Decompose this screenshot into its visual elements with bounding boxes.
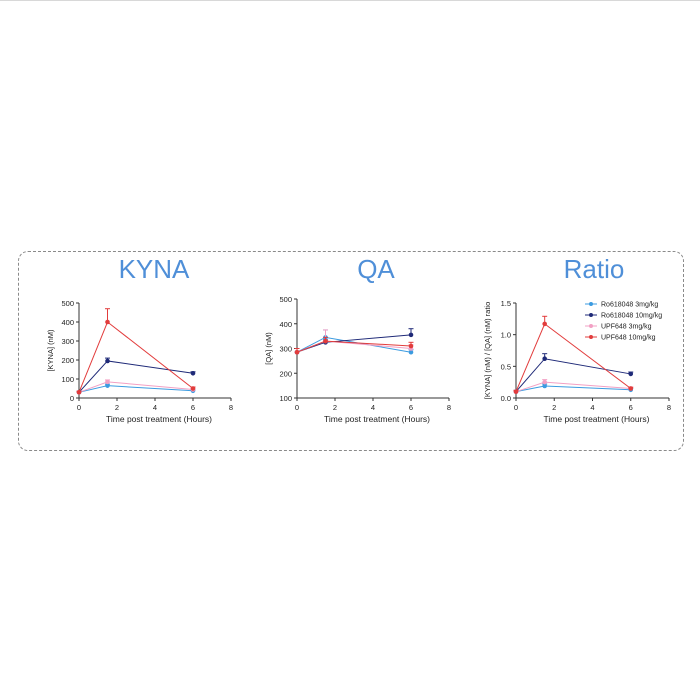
kyna-chart-title: KYNA bbox=[118, 254, 190, 284]
data-point bbox=[105, 379, 110, 385]
y-tick-label: 300 bbox=[279, 345, 292, 354]
legend-marker bbox=[589, 324, 593, 328]
legend-label: UPF648 3mg/kg bbox=[601, 324, 652, 331]
y-tick-label: 100 bbox=[61, 375, 74, 384]
legend-label: UPF648 10mg/kg bbox=[601, 335, 656, 342]
data-point bbox=[190, 371, 196, 376]
y-axis-label: [QA] (nM) bbox=[264, 332, 273, 365]
legend-label: Ro618048 10mg/kg bbox=[601, 313, 662, 320]
y-tick-label: 500 bbox=[61, 299, 74, 308]
y-tick-label: 0 bbox=[70, 394, 74, 403]
data-point bbox=[408, 343, 414, 349]
x-tick-label: 0 bbox=[77, 403, 81, 412]
ratio-chart-title: Ratio bbox=[563, 254, 625, 284]
y-tick-label: 1.0 bbox=[501, 331, 511, 340]
legend-marker bbox=[589, 335, 593, 339]
x-tick-label: 4 bbox=[590, 403, 594, 412]
data-point bbox=[542, 379, 547, 385]
data-point bbox=[76, 390, 82, 395]
x-tick-label: 4 bbox=[153, 403, 157, 412]
x-tick-label: 8 bbox=[229, 403, 233, 412]
x-tick-label: 8 bbox=[667, 403, 671, 412]
x-axis-label: Time post treatment (Hours) bbox=[324, 414, 430, 424]
y-axis-label: [KYNA] (nM) / [QA] (nM) ratio bbox=[483, 302, 492, 400]
data-point bbox=[408, 332, 414, 338]
data-point bbox=[190, 386, 196, 391]
y-tick-label: 400 bbox=[61, 318, 74, 327]
data-point bbox=[323, 338, 328, 344]
data-point bbox=[105, 319, 110, 325]
legend-marker bbox=[589, 313, 593, 317]
data-point bbox=[513, 389, 519, 394]
y-tick-label: 100 bbox=[279, 394, 292, 403]
legend-marker bbox=[589, 302, 593, 306]
y-tick-label: 0.5 bbox=[501, 362, 511, 371]
data-point bbox=[294, 349, 300, 355]
series-line bbox=[78, 321, 194, 393]
data-point bbox=[408, 349, 414, 355]
data-point bbox=[628, 371, 634, 377]
x-tick-label: 2 bbox=[552, 403, 556, 412]
y-axis-label: [KYNA] (nM) bbox=[46, 329, 55, 372]
top-divider bbox=[0, 0, 700, 1]
x-tick-label: 8 bbox=[447, 403, 451, 412]
data-point bbox=[542, 321, 547, 327]
data-point bbox=[105, 383, 110, 388]
data-point bbox=[105, 358, 110, 364]
x-tick-label: 2 bbox=[333, 403, 337, 412]
series-line bbox=[78, 385, 194, 393]
data-point bbox=[628, 386, 634, 391]
x-tick-label: 0 bbox=[295, 403, 299, 412]
x-tick-label: 6 bbox=[409, 403, 413, 412]
y-tick-label: 300 bbox=[61, 337, 74, 346]
x-tick-label: 2 bbox=[115, 403, 119, 412]
x-tick-label: 4 bbox=[371, 403, 375, 412]
y-tick-label: 500 bbox=[279, 295, 292, 304]
x-tick-label: 0 bbox=[514, 403, 518, 412]
legend-label: Ro618048 3mg/kg bbox=[601, 302, 658, 309]
data-point bbox=[542, 356, 547, 362]
y-tick-label: 200 bbox=[61, 356, 74, 365]
y-tick-label: 200 bbox=[279, 369, 292, 378]
y-tick-label: 1.5 bbox=[501, 299, 511, 308]
qa-chart-title: QA bbox=[357, 254, 395, 284]
y-tick-label: 400 bbox=[279, 320, 292, 329]
data-point bbox=[542, 383, 547, 389]
x-axis-label: Time post treatment (Hours) bbox=[544, 414, 650, 424]
x-tick-label: 6 bbox=[191, 403, 195, 412]
x-axis-label: Time post treatment (Hours) bbox=[106, 414, 212, 424]
y-tick-label: 0.0 bbox=[501, 394, 511, 403]
figure-panel: KYNA QA Ratio 0 100 200 300 400 500 0 2 4 6 8 Time … bbox=[18, 251, 684, 451]
x-tick-label: 6 bbox=[629, 403, 633, 412]
